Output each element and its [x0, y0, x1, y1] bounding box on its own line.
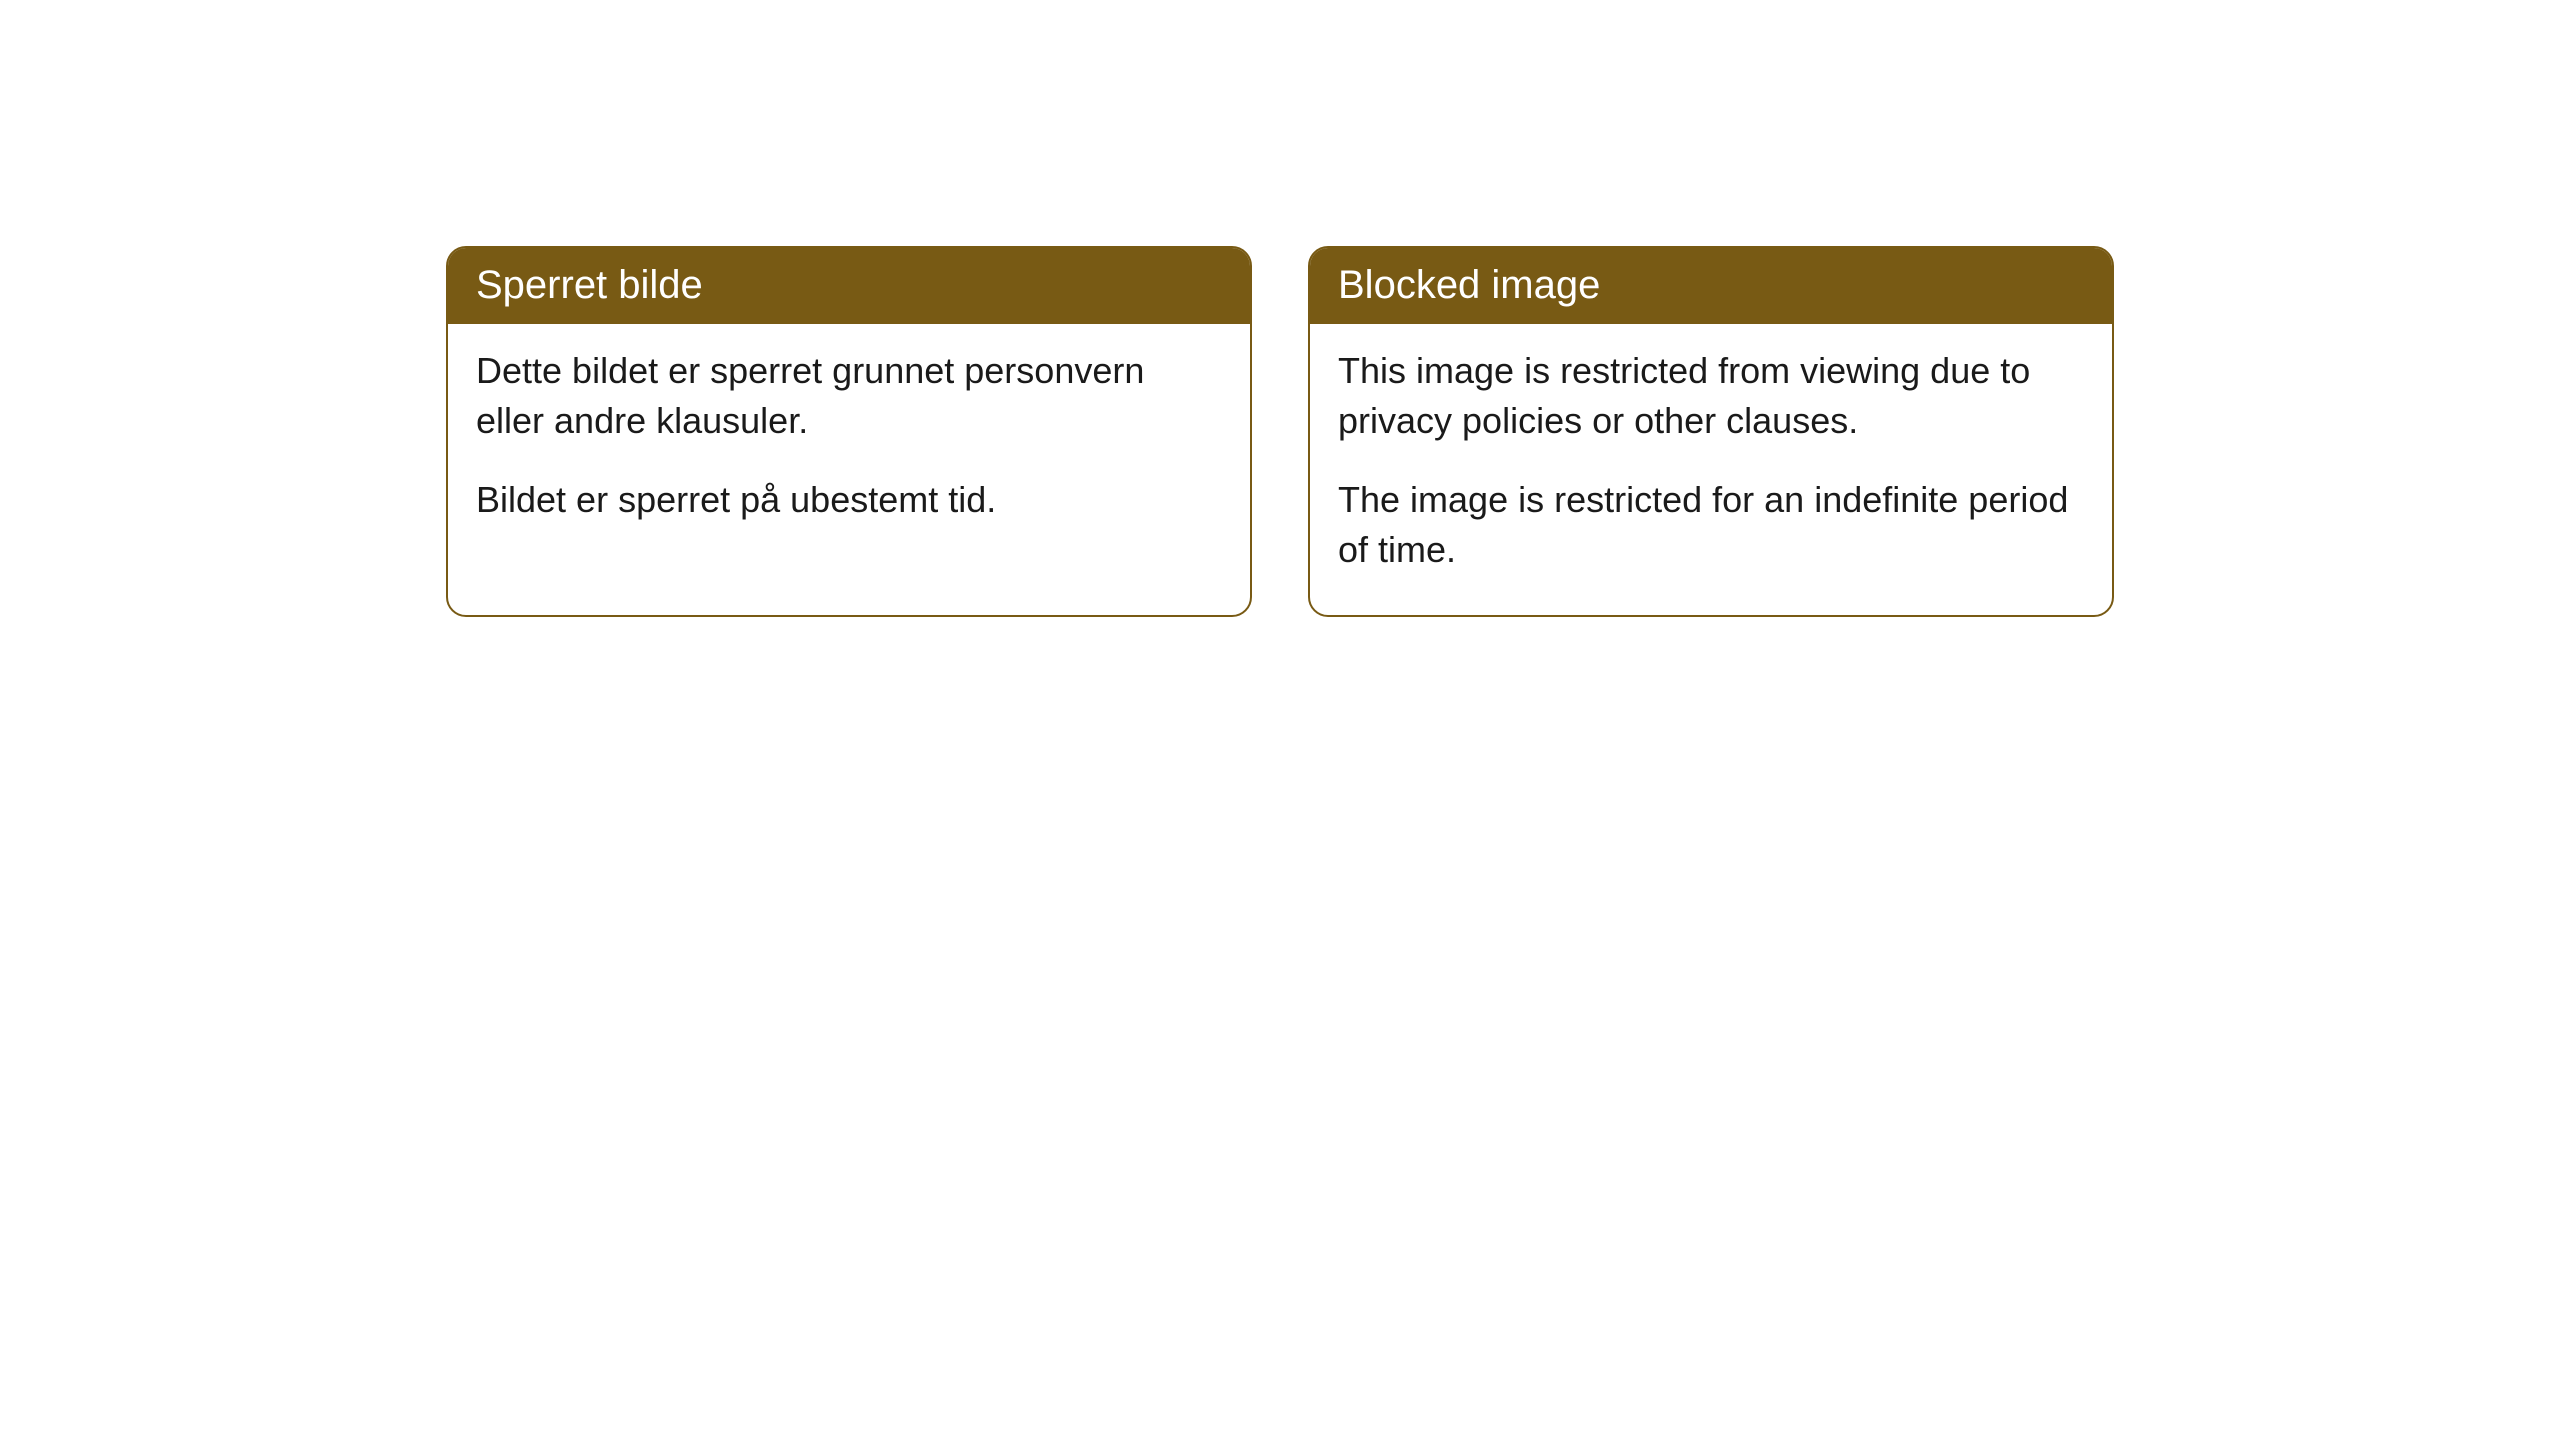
blocked-image-card-en: Blocked image This image is restricted f…: [1308, 246, 2114, 617]
card-paragraph: This image is restricted from viewing du…: [1338, 346, 2084, 445]
blocked-image-card-no: Sperret bilde Dette bildet er sperret gr…: [446, 246, 1252, 617]
card-container: Sperret bilde Dette bildet er sperret gr…: [446, 246, 2114, 617]
card-body: Dette bildet er sperret grunnet personve…: [448, 324, 1250, 565]
card-header: Blocked image: [1310, 248, 2112, 324]
card-body: This image is restricted from viewing du…: [1310, 324, 2112, 615]
card-paragraph: Dette bildet er sperret grunnet personve…: [476, 346, 1222, 445]
card-paragraph: Bildet er sperret på ubestemt tid.: [476, 475, 1222, 525]
card-paragraph: The image is restricted for an indefinit…: [1338, 475, 2084, 574]
card-header: Sperret bilde: [448, 248, 1250, 324]
